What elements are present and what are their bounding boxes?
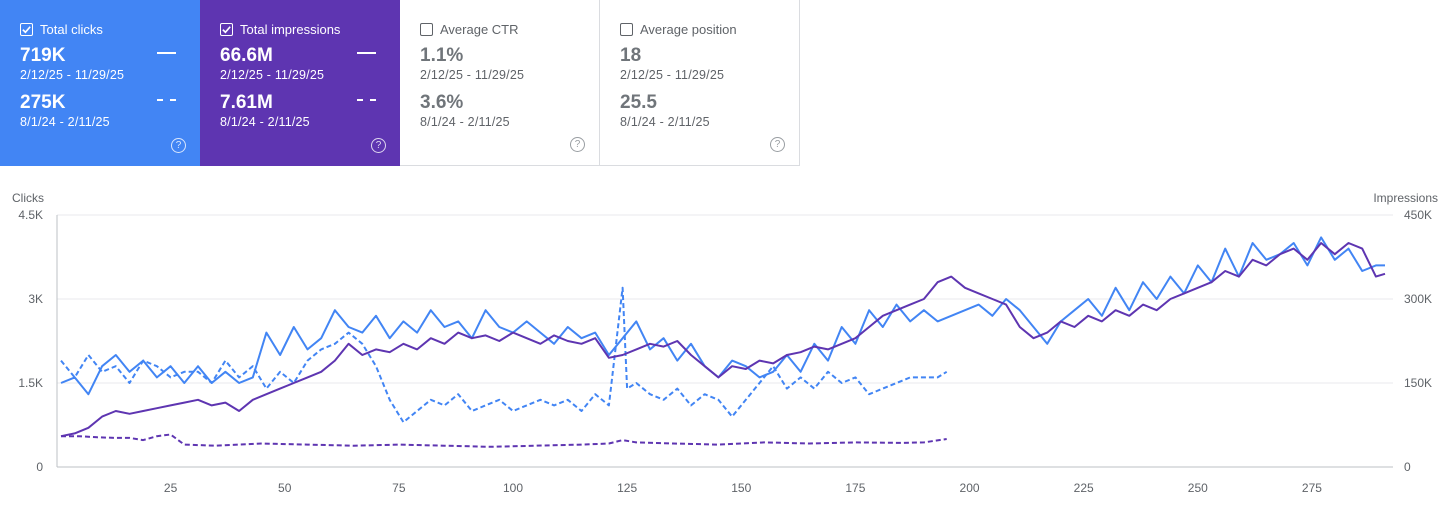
metric-range: 8/1/24 - 2/11/25 (620, 115, 710, 129)
right-axis-ticks: 450K 300K 150K 0 (1404, 208, 1432, 474)
x-tick-label: 50 (278, 481, 292, 495)
x-tick-label: 200 (960, 481, 980, 495)
metric-range: 2/12/25 - 11/29/25 (420, 68, 525, 82)
x-tick-label: 250 (1188, 481, 1208, 495)
average-ctr-card[interactable]: Average CTR 1.1% 2/12/25 - 11/29/25 3.6%… (400, 0, 600, 166)
metric-value: 25.5 (620, 92, 657, 113)
impressions-current-line (60, 242, 1386, 438)
metric-value: 18 (620, 45, 642, 66)
x-tick-label: 125 (617, 481, 637, 495)
x-tick-label: 100 (503, 481, 523, 495)
metric-value: 66.6M (220, 45, 273, 66)
x-tick-label: 275 (1302, 481, 1322, 495)
help-icon[interactable]: ? (770, 137, 785, 152)
right-axis-label: Impressions (1373, 191, 1438, 205)
metric-range: 8/1/24 - 2/11/25 (20, 115, 110, 129)
left-tick-label: 4.5K (18, 208, 43, 222)
right-tick-label: 450K (1404, 208, 1432, 222)
clicks-previous-line (60, 286, 948, 424)
help-icon[interactable]: ? (371, 138, 386, 153)
metric-range: 2/12/25 - 11/29/25 (220, 68, 325, 82)
previous-metric: 3.6% 8/1/24 - 2/11/25 (420, 92, 510, 130)
previous-metric: 25.5 8/1/24 - 2/11/25 (620, 92, 710, 130)
x-tick-label: 225 (1074, 481, 1094, 495)
help-icon[interactable]: ? (171, 138, 186, 153)
x-tick-label: 25 (164, 481, 178, 495)
current-metric: 66.6M 2/12/25 - 11/29/25 (220, 45, 324, 83)
card-header: Total impressions (220, 20, 400, 38)
left-tick-label: 1.5K (18, 376, 43, 390)
metric-value: 275K (20, 92, 66, 113)
card-label: Total clicks (40, 21, 103, 37)
x-tick-label: 175 (845, 481, 865, 495)
current-metric: 719K 2/12/25 - 11/29/25 (20, 45, 124, 83)
metric-value: 719K (20, 45, 66, 66)
metric-range: 2/12/25 - 11/29/25 (620, 68, 725, 82)
gridlines (56, 214, 1393, 468)
solid-line-legend-icon (157, 52, 176, 54)
metric-value: 3.6% (420, 92, 464, 113)
current-metric: 18 2/12/25 - 11/29/25 (620, 45, 724, 83)
metric-cards: Total clicks 719K 2/12/25 - 11/29/25 275… (0, 0, 800, 166)
checked-checkbox-icon[interactable] (220, 22, 233, 36)
left-axis-label: Clicks (12, 191, 44, 205)
right-tick-label: 150K (1404, 376, 1432, 390)
impressions-previous-line (61, 433, 947, 448)
card-header: Total clicks (20, 20, 200, 38)
previous-metric: 7.61M 8/1/24 - 2/11/25 (220, 92, 310, 130)
current-metric: 1.1% 2/12/25 - 11/29/25 (420, 45, 524, 83)
dashed-line-legend-icon (357, 99, 376, 101)
metric-range: 8/1/24 - 2/11/25 (220, 115, 310, 129)
left-tick-label: 0 (36, 460, 43, 474)
right-tick-label: 300K (1404, 292, 1432, 306)
series-lines (60, 236, 1386, 448)
x-axis-ticks: 25 50 75 100 125 150 175 200 225 250 275 (164, 481, 1322, 495)
metric-value: 1.1% (420, 45, 464, 66)
left-tick-label: 3K (28, 292, 43, 306)
unchecked-checkbox-icon[interactable] (420, 22, 433, 36)
checked-checkbox-icon[interactable] (20, 22, 33, 36)
right-tick-label: 0 (1404, 460, 1411, 474)
total-impressions-card[interactable]: Total impressions 66.6M 2/12/25 - 11/29/… (200, 0, 400, 166)
metric-range: 2/12/25 - 11/29/25 (20, 68, 125, 82)
metric-range: 8/1/24 - 2/11/25 (420, 115, 510, 129)
dashed-line-legend-icon (157, 99, 176, 101)
total-clicks-card[interactable]: Total clicks 719K 2/12/25 - 11/29/25 275… (0, 0, 200, 166)
x-tick-label: 75 (392, 481, 406, 495)
x-tick-label: 150 (731, 481, 751, 495)
card-header: Average position (620, 20, 799, 38)
help-icon[interactable]: ? (570, 137, 585, 152)
metric-value: 7.61M (220, 92, 273, 113)
left-axis-ticks: 4.5K 3K 1.5K 0 (18, 208, 43, 474)
card-label: Total impressions (240, 21, 341, 37)
previous-metric: 275K 8/1/24 - 2/11/25 (20, 92, 110, 130)
card-label: Average position (640, 21, 737, 37)
clicks-current-line (60, 236, 1385, 396)
solid-line-legend-icon (357, 52, 376, 54)
card-label: Average CTR (440, 21, 519, 37)
average-position-card[interactable]: Average position 18 2/12/25 - 11/29/25 2… (600, 0, 800, 166)
unchecked-checkbox-icon[interactable] (620, 22, 633, 36)
performance-chart[interactable]: Clicks Impressions 4.5K 3K 1.5K 0 450K 300K 1… (0, 185, 1450, 516)
card-header: Average CTR (420, 20, 599, 38)
